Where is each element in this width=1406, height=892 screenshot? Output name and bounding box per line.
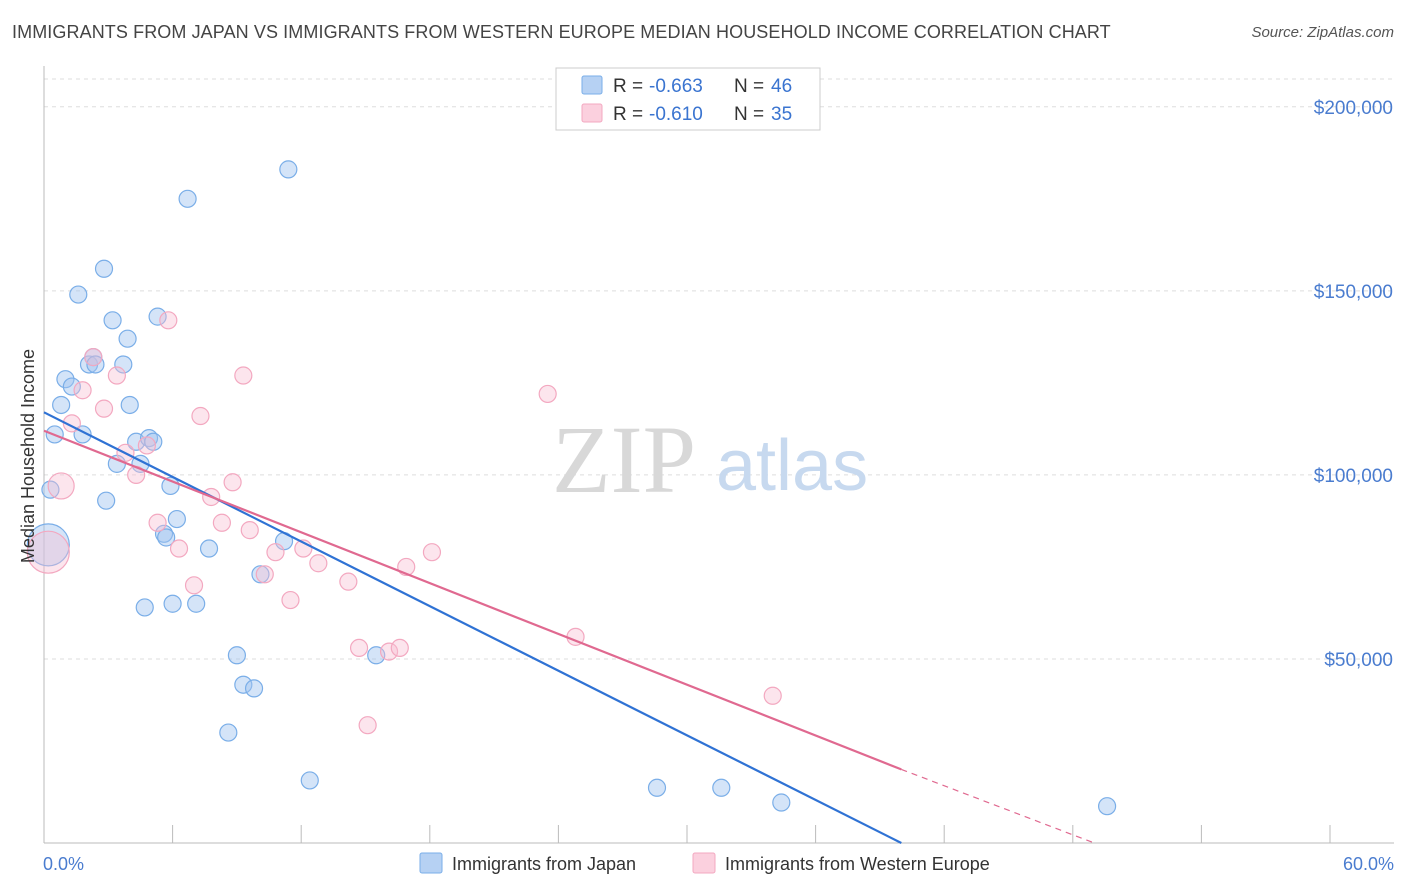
point-japan[interactable] xyxy=(118,329,137,348)
point-japan[interactable] xyxy=(647,778,667,797)
point-weurope[interactable] xyxy=(26,530,70,574)
stats-n-value-weurope: 35 xyxy=(771,104,792,125)
point-weurope[interactable] xyxy=(266,543,285,562)
point-japan[interactable] xyxy=(279,160,298,179)
bottom-legend: Immigrants from Japan Immigrants from We… xyxy=(419,852,990,874)
point-weurope[interactable] xyxy=(281,590,300,610)
point-weurope[interactable] xyxy=(339,572,358,591)
point-weurope[interactable] xyxy=(223,473,242,492)
x-tick-label-min: 0.0% xyxy=(43,854,84,874)
point-weurope[interactable] xyxy=(240,521,259,540)
point-japan[interactable] xyxy=(52,395,71,415)
trend-lines xyxy=(43,411,1095,844)
point-weurope[interactable] xyxy=(538,384,557,404)
stats-r-label-japan: R = xyxy=(613,76,643,97)
stats-r-value-japan: -0.663 xyxy=(649,76,703,97)
axes xyxy=(43,66,1394,844)
point-japan[interactable] xyxy=(94,259,114,278)
watermark-zip: ZIP xyxy=(552,406,696,513)
point-japan[interactable] xyxy=(86,355,105,374)
stats-n-label-weurope: N = xyxy=(734,104,764,125)
point-weurope[interactable] xyxy=(234,366,253,385)
stats-n-value-japan: 46 xyxy=(771,76,792,97)
point-weurope[interactable] xyxy=(94,399,114,418)
point-weurope[interactable] xyxy=(184,576,204,595)
point-japan[interactable] xyxy=(148,307,167,326)
point-weurope[interactable] xyxy=(159,311,178,330)
point-japan[interactable] xyxy=(219,723,238,742)
point-japan[interactable] xyxy=(712,778,731,797)
stats-swatch-japan xyxy=(581,75,603,95)
point-japan[interactable] xyxy=(251,565,270,584)
point-japan[interactable] xyxy=(199,539,219,558)
point-weurope[interactable] xyxy=(137,436,156,455)
point-weurope[interactable] xyxy=(390,638,409,658)
legend-swatch-japan[interactable] xyxy=(419,852,443,874)
point-japan[interactable] xyxy=(56,370,75,389)
point-japan[interactable] xyxy=(157,528,176,547)
trend-line-weurope-extension xyxy=(901,768,1095,844)
point-japan[interactable] xyxy=(103,311,122,330)
point-japan[interactable] xyxy=(178,189,197,208)
y-tick-label: $200,000 xyxy=(1314,98,1393,119)
legend-swatch-weurope[interactable] xyxy=(692,852,716,874)
y-axis-label: Median Household Income xyxy=(18,349,38,563)
series-japan-points xyxy=(26,160,1117,816)
point-weurope[interactable] xyxy=(148,513,167,532)
point-japan[interactable] xyxy=(163,594,182,613)
stats-swatch-weurope xyxy=(581,103,603,123)
stats-r-value-weurope: -0.610 xyxy=(649,104,703,125)
legend-label-japan[interactable]: Immigrants from Japan xyxy=(452,854,636,874)
point-japan[interactable] xyxy=(1097,797,1117,816)
stats-r-label-weurope: R = xyxy=(613,104,643,125)
trend-line-weurope xyxy=(43,429,902,771)
point-japan[interactable] xyxy=(187,594,206,613)
watermark-atlas: atlas xyxy=(716,426,868,506)
point-japan[interactable] xyxy=(772,793,791,812)
point-japan[interactable] xyxy=(114,355,133,374)
point-weurope[interactable] xyxy=(379,642,399,661)
point-weurope[interactable] xyxy=(212,513,231,532)
legend-label-weurope[interactable]: Immigrants from Western Europe xyxy=(725,854,990,874)
point-japan[interactable] xyxy=(62,377,81,396)
stats-legend: R = -0.663 N = 46 R = -0.610 N = 35 xyxy=(555,67,821,131)
point-japan[interactable] xyxy=(120,395,139,415)
y-tick-label: $150,000 xyxy=(1314,282,1393,303)
point-weurope[interactable] xyxy=(84,348,103,367)
point-weurope[interactable] xyxy=(309,554,328,573)
y-tick-label: $50,000 xyxy=(1324,650,1393,671)
point-japan[interactable] xyxy=(135,598,154,617)
point-japan[interactable] xyxy=(300,771,319,790)
point-japan[interactable] xyxy=(234,675,253,694)
point-japan[interactable] xyxy=(69,285,88,304)
point-weurope[interactable] xyxy=(107,366,126,385)
y-tick-label: $100,000 xyxy=(1314,466,1393,487)
trend-line-japan xyxy=(43,411,902,844)
point-japan[interactable] xyxy=(41,480,60,499)
point-japan[interactable] xyxy=(97,491,116,510)
point-weurope[interactable] xyxy=(422,543,442,562)
series-weurope-points xyxy=(26,311,782,735)
point-weurope[interactable] xyxy=(255,565,274,584)
point-weurope[interactable] xyxy=(47,472,75,500)
x-tick-label-max: 60.0% xyxy=(1343,854,1394,874)
chart-title: IMMIGRANTS FROM JAPAN VS IMMIGRANTS FROM… xyxy=(12,22,1111,42)
stats-n-label-japan: N = xyxy=(734,76,764,97)
source-attribution[interactable]: Source: ZipAtlas.com xyxy=(1251,24,1394,41)
point-weurope[interactable] xyxy=(169,539,189,558)
point-weurope[interactable] xyxy=(358,716,377,735)
point-japan[interactable] xyxy=(167,509,186,529)
point-weurope[interactable] xyxy=(73,381,92,400)
point-japan[interactable] xyxy=(244,679,264,698)
point-japan[interactable] xyxy=(227,646,246,665)
point-weurope[interactable] xyxy=(763,686,782,705)
y-tick-labels: $50,000 $100,000 $150,000 $200,000 xyxy=(1314,98,1393,671)
point-weurope[interactable] xyxy=(349,638,369,658)
point-weurope[interactable] xyxy=(191,406,210,426)
